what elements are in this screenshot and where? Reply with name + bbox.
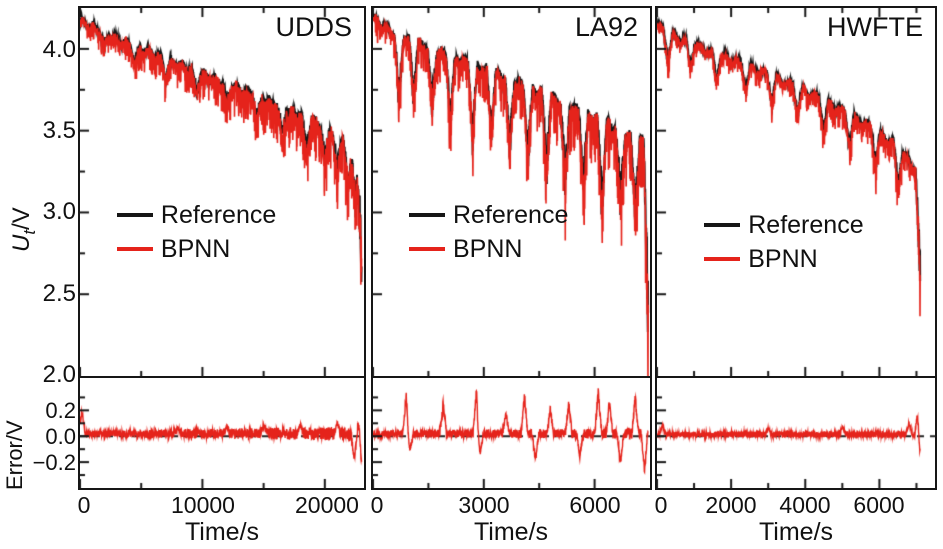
voltage-ytick-3.0: 3.0 (42, 198, 76, 225)
panel-title-udds: UDDS (275, 12, 352, 42)
panel-title-la92: LA92 (574, 12, 638, 42)
voltage-plot-la92: LA92 Reference BPNN (371, 6, 652, 378)
voltage-canvas-hwfte (657, 8, 935, 376)
legend-la92: Reference BPNN (409, 198, 568, 266)
bpnn-line-swatch (704, 257, 741, 261)
legend-label-bpnn: BPNN (160, 234, 231, 263)
x-axis-label-la92: Time/s (473, 518, 549, 546)
legend-row-reference: Reference (409, 198, 568, 232)
panel-hwfte: HWFTE Reference BPNN (655, 6, 937, 490)
voltage-ytick-2.5: 2.5 (42, 280, 76, 307)
voltage-canvas-udds (80, 8, 364, 376)
xtick-hwfte-6000: 6000 (853, 492, 905, 518)
voltage-ytick-3.5: 3.5 (42, 117, 76, 144)
legend-row-reference: Reference (116, 198, 277, 232)
voltage-plot-hwfte: HWFTE Reference BPNN (655, 6, 937, 378)
xtick-hwfte-0: 0 (654, 492, 668, 518)
bpnn-line-swatch (116, 247, 153, 251)
legend-label-bpnn: BPNN (453, 234, 523, 263)
xtick-la92-0: 0 (370, 492, 384, 518)
legend-row-bpnn: BPNN (409, 232, 568, 266)
voltage-ytick-4.0: 4.0 (42, 36, 76, 63)
legend-hwfte: Reference BPNN (704, 208, 864, 276)
xtick-la92-3000: 3000 (458, 492, 510, 518)
panel-title-hwfte: HWFTE (827, 12, 923, 42)
voltage-ytick-2.0: 2.0 (42, 361, 76, 388)
legend-label-bpnn: BPNN (748, 244, 818, 273)
error-plot-la92 (371, 376, 652, 490)
legend-row-reference: Reference (704, 208, 864, 242)
voltage-canvas-la92 (373, 8, 650, 376)
x-axis-label-hwfte: Time/s (758, 518, 834, 546)
legend-label-reference: Reference (453, 200, 569, 229)
y-axis-label-error: Error/V (2, 420, 27, 490)
xtick-hwfte-2000: 2000 (705, 492, 757, 518)
error-ytick-neg-0.2: −0.2 (32, 450, 76, 475)
error-canvas-hwfte (657, 378, 935, 488)
xtick-udds-20000: 20000 (295, 492, 359, 518)
error-plot-udds (78, 376, 366, 490)
bpnn-line-swatch (409, 247, 445, 251)
xtick-hwfte-4000: 4000 (779, 492, 831, 518)
panel-la92: LA92 Reference BPNN (371, 6, 652, 490)
x-axis-label-udds: Time/s (184, 518, 260, 546)
panel-udds: UDDS Reference BPNN (78, 6, 366, 490)
error-ytick-0.0: 0.0 (45, 424, 76, 449)
legend-label-reference: Reference (748, 210, 864, 239)
legend-row-bpnn: BPNN (704, 242, 863, 276)
error-plot-hwfte (655, 376, 937, 490)
xtick-udds-10000: 10000 (171, 492, 235, 518)
xtick-la92-6000: 6000 (569, 492, 621, 518)
error-canvas-udds (80, 378, 364, 488)
voltage-plot-udds: UDDS Reference BPNN (78, 6, 366, 378)
reference-line-swatch (704, 223, 741, 227)
reference-line-swatch (116, 213, 153, 217)
legend-row-bpnn: BPNN (116, 232, 276, 266)
legend-label-reference: Reference (160, 200, 277, 229)
error-canvas-la92 (373, 378, 650, 488)
reference-line-swatch (409, 213, 445, 217)
legend-udds: Reference BPNN (116, 198, 277, 266)
xtick-udds-0: 0 (77, 492, 91, 518)
error-ytick-0.2: 0.2 (45, 398, 76, 423)
